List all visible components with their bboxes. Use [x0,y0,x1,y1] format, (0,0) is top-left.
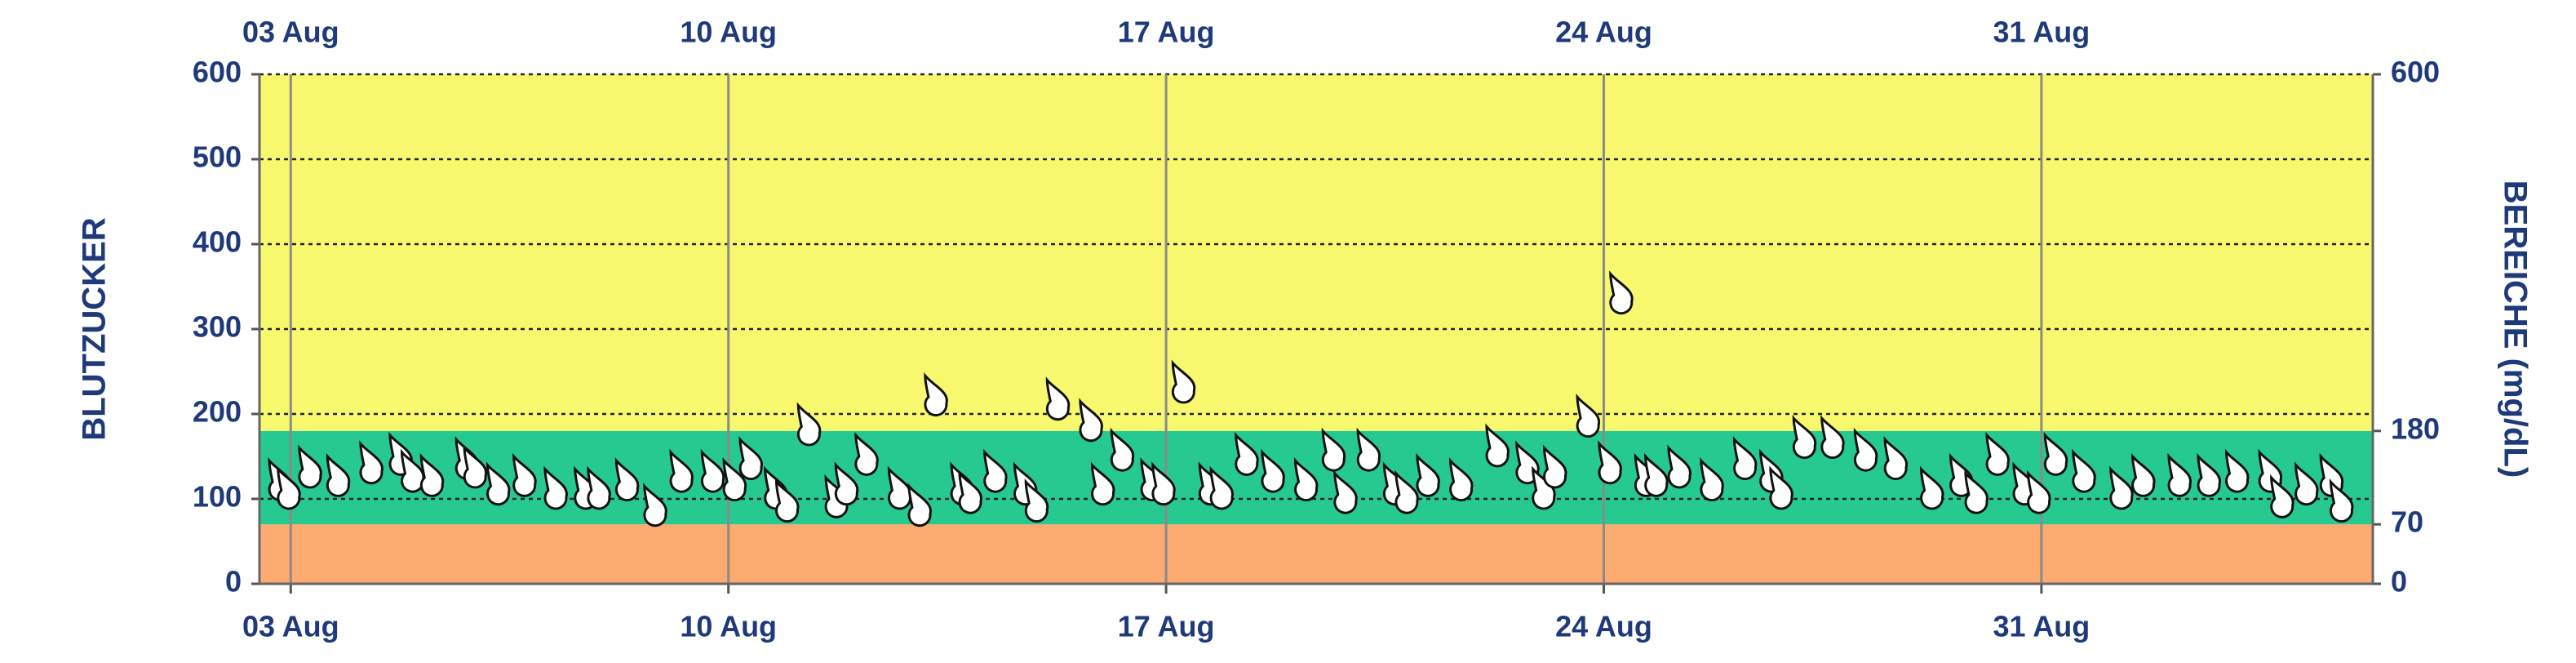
glucose-marker [1294,457,1319,501]
glucose-marker [700,448,725,493]
glucose-marker [1151,461,1176,506]
glucose-marker [298,444,322,489]
glucose-marker [1920,465,1944,510]
glucose-marker [1542,444,1567,489]
glucose-marker [326,452,351,497]
x-tick-label-top: 17 Aug [1118,16,1215,49]
glucose-marker [774,478,800,523]
glucose-marker [1667,444,1691,489]
glucose-marker [738,436,763,480]
glucose-marker [1394,469,1419,514]
glucose-marker [1853,427,1878,472]
glucose-marker [419,452,445,497]
glucose-marker [854,431,879,476]
x-tick-label-top: 31 Aug [1993,16,2091,49]
glucose-marker [1079,398,1103,443]
x-tick-label-bottom: 31 Aug [1993,610,2091,643]
glucose-marker [1883,436,1909,480]
y-tick-label: 100 [193,480,242,514]
glucose-marker [1416,452,1440,497]
glucose-marker [1024,478,1049,523]
glucose-marker [958,469,982,514]
glucose-marker [1235,431,1259,476]
glucose-marker [1792,415,1817,459]
glucose-marker [2043,431,2068,476]
glucose-marker [1171,359,1196,404]
glucose-marker [463,444,488,489]
y-tick-label: 500 [193,140,242,174]
y2-tick-label: 70 [2391,505,2423,539]
glucose-marker [1700,457,1724,501]
glucose-marker [2270,474,2294,518]
glucose-marker [1985,431,2010,476]
glucose-marker [1598,440,1622,485]
glucose-marker [722,457,747,501]
glucose-marker [669,448,694,493]
glucose-marker [1090,461,1115,506]
glucose-marker [2131,452,2156,497]
glucose-marker [1333,469,1358,514]
glucose-marker [587,465,611,510]
y-tick-label: 300 [193,310,242,344]
glucose-marker [1964,469,1989,514]
glucose-marker [1769,465,1793,510]
glucose-marker [2197,452,2221,497]
y2-tick-label: 0 [2391,565,2407,598]
glucose-marker [1045,376,1071,421]
glucose-marker [2027,469,2051,514]
range-band [259,74,2373,431]
y2-tick-label: 600 [2391,56,2440,89]
x-tick-label-bottom: 17 Aug [1118,610,1215,643]
glucose-marker [2319,452,2344,497]
y2-axis-title: BEREICHE (mg/dL) [2497,180,2533,478]
glucose-marker [2329,478,2354,523]
glucose-marker [796,402,822,447]
glucose-marker [359,440,384,485]
x-tick-label-top: 10 Aug [680,16,777,49]
glucose-marker [1209,465,1234,510]
glucose-marker [277,465,301,510]
y-tick-label: 0 [225,565,242,598]
glucose-marker [1576,394,1601,438]
glucose-marker [1449,457,1474,501]
glucose-marker [643,483,667,527]
glucose-marker [614,457,640,501]
glucose-marker [1356,427,1381,472]
glucose-marker [401,448,425,493]
glucose-marker [1609,270,1634,315]
x-tick-label-top: 03 Aug [242,16,339,49]
glucose-marker [2224,448,2250,493]
glucose-marker [834,461,859,506]
x-tick-label-bottom: 24 Aug [1555,610,1652,643]
y-tick-label: 600 [193,56,242,89]
glucose-marker [512,452,537,497]
glucose-marker [1732,436,1758,480]
glucose-marker [543,465,568,510]
glucose-marker [1261,448,1285,493]
y2-tick-label: 180 [2391,412,2440,445]
glucose-marker [2167,452,2192,497]
y-axis-title: BLUTZUCKER [77,217,113,440]
glucose-marker [2072,448,2096,493]
glucose-marker [485,461,511,506]
x-tick-label-top: 24 Aug [1555,16,1652,49]
glucose-marker [1110,427,1135,472]
glucose-marker [1820,415,1845,459]
glucose-marker [1485,423,1510,468]
glucose-marker [924,372,948,416]
glucose-marker [2109,465,2134,510]
glucose-marker [1321,427,1346,472]
y-tick-label: 400 [193,225,242,259]
glucose-marker [983,448,1008,493]
y-tick-label: 200 [193,395,242,429]
glucose-marker [907,483,932,527]
glucose-marker [2294,461,2319,506]
x-tick-label-bottom: 03 Aug [242,610,339,643]
range-band [259,524,2373,584]
glucose-marker [1644,452,1669,497]
x-tick-label-bottom: 10 Aug [680,610,777,643]
